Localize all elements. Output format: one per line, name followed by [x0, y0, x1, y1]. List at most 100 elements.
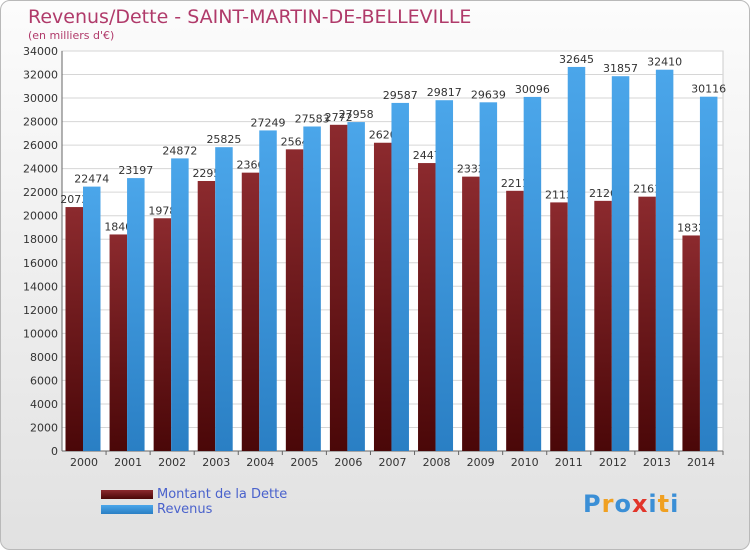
bar-dette: [153, 218, 172, 451]
x-tick-label: 2012: [599, 456, 627, 469]
bar-revenus: [171, 158, 189, 451]
bar-revenus: [655, 69, 674, 452]
x-tick-label: 2002: [158, 456, 186, 469]
logo-letter: t: [657, 490, 671, 518]
x-tick-label: 2009: [467, 456, 495, 469]
y-tick-label: 2000: [30, 421, 58, 434]
x-tick-label: 2006: [334, 456, 362, 469]
y-tick-label: 34000: [23, 45, 58, 58]
bar-dette: [550, 202, 568, 451]
data-label-revenus: 27583: [295, 112, 330, 125]
y-tick-label: 18000: [23, 233, 58, 246]
x-tick-label: 2013: [643, 456, 671, 469]
data-label-revenus: 23197: [118, 164, 153, 177]
bar-revenus: [215, 147, 233, 452]
logo-letter: r: [601, 490, 615, 518]
data-label-dette: 2564: [281, 135, 309, 148]
data-label-dette: 2447: [413, 149, 441, 162]
data-label-revenus: 29817: [427, 86, 462, 99]
bar-dette: [285, 149, 304, 451]
legend-label-revenus: Revenus: [157, 502, 213, 517]
data-label-revenus: 27958: [339, 108, 374, 121]
logo-letter: x: [631, 490, 649, 518]
bar-dette: [241, 172, 260, 451]
data-label-dette: 2295: [192, 167, 220, 180]
y-tick-label: 12000: [23, 304, 58, 317]
y-tick-label: 6000: [30, 374, 58, 387]
legend-swatch-dette: [101, 490, 153, 499]
y-tick-label: 16000: [23, 257, 58, 270]
data-label-revenus: 32410: [647, 56, 682, 69]
logo-letter: P: [583, 490, 602, 518]
bar-revenus: [259, 130, 277, 451]
data-label-revenus: 30116: [691, 83, 726, 96]
data-label-revenus: 30096: [515, 83, 550, 96]
x-tick-label: 2001: [114, 456, 142, 469]
bar-dette: [65, 207, 83, 451]
bar-revenus: [611, 76, 630, 451]
data-label-dette: 2620: [369, 129, 397, 142]
bar-dette: [682, 235, 700, 451]
y-tick-label: 26000: [23, 139, 58, 152]
x-tick-label: 2010: [511, 456, 539, 469]
legend-label-dette: Montant de la Dette: [157, 487, 288, 502]
data-label-revenus: 27249: [251, 116, 286, 129]
data-label-dette: 2772: [325, 111, 353, 124]
bar-dette: [197, 180, 216, 452]
x-tick-label: 2005: [290, 456, 318, 469]
x-tick-label: 2007: [379, 456, 407, 469]
y-tick-label: 22000: [23, 186, 58, 199]
bar-dette: [638, 196, 656, 451]
bar-revenus: [479, 102, 498, 452]
bar-revenus: [699, 96, 718, 451]
bar-dette: [506, 190, 524, 452]
bar-revenus: [391, 102, 409, 451]
y-tick-label: 28000: [23, 116, 58, 129]
logo-letter: i: [670, 490, 680, 518]
data-label-dette: 1832: [677, 221, 705, 234]
chart-title: Revenus/Dette - SAINT-MARTIN-DE-BELLEVIL…: [28, 6, 472, 28]
data-label-revenus: 24872: [162, 144, 197, 157]
y-tick-label: 32000: [23, 69, 58, 82]
data-label-revenus: 31857: [603, 62, 638, 75]
data-label-dette: 2113: [545, 188, 573, 201]
legend-swatch-revenus: [101, 505, 153, 514]
x-tick-label: 2000: [70, 456, 98, 469]
x-tick-label: 2014: [687, 456, 715, 469]
data-label-revenus: 32645: [559, 53, 594, 66]
bar-dette: [329, 124, 348, 452]
bar-dette: [462, 176, 480, 451]
bar-revenus: [347, 122, 365, 452]
data-label-revenus: 29587: [383, 89, 418, 102]
data-label-revenus: 22474: [74, 173, 109, 186]
data-label-dette: 2161: [633, 183, 661, 196]
y-tick-label: 14000: [23, 280, 58, 293]
bar-dette: [418, 163, 436, 451]
y-tick-label: 10000: [23, 327, 58, 340]
x-tick-label: 2003: [202, 456, 230, 469]
data-label-dette: 2073: [60, 193, 88, 206]
y-tick-label: 4000: [30, 398, 58, 411]
bar-revenus: [567, 66, 586, 452]
bar-revenus: [127, 178, 145, 451]
logo-letter: o: [614, 490, 632, 518]
data-label-dette: 2332: [457, 163, 485, 176]
bar-dette: [373, 142, 392, 451]
data-label-revenus: 29639: [471, 88, 506, 101]
data-label-dette: 2126: [589, 187, 617, 200]
y-tick-label: 8000: [30, 351, 58, 364]
data-label-dette: 1840: [104, 220, 132, 233]
y-tick-label: 20000: [23, 210, 58, 223]
y-tick-label: 0: [51, 445, 58, 458]
data-label-dette: 1978: [148, 204, 176, 217]
bar-revenus: [523, 96, 542, 451]
x-tick-label: 2008: [423, 456, 451, 469]
data-label-dette: 2366: [237, 159, 265, 172]
data-label-revenus: 25825: [206, 133, 241, 146]
data-label-dette: 2211: [501, 177, 529, 190]
bar-dette: [594, 200, 612, 451]
bar-dette: [109, 234, 128, 451]
x-tick-label: 2004: [246, 456, 274, 469]
